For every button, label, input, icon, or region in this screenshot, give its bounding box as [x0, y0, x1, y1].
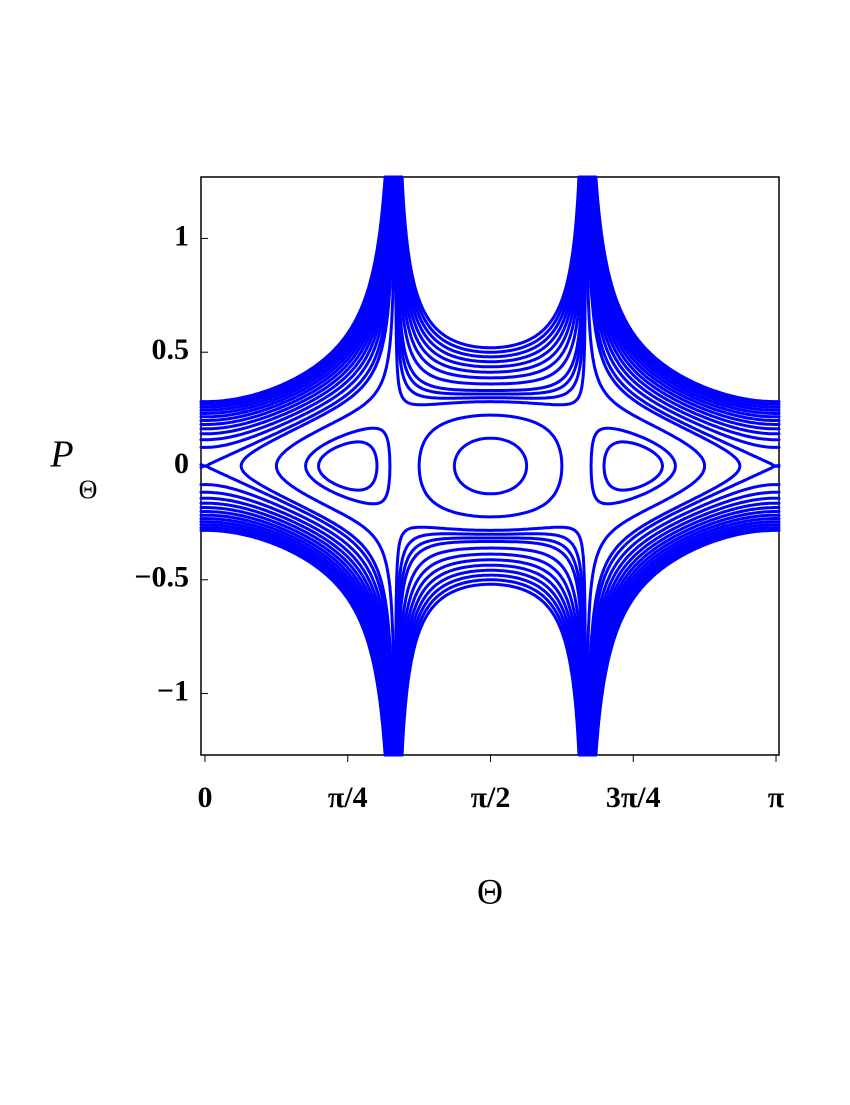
- y-tick-label: −0.5: [134, 561, 189, 594]
- contour-line: [199, 175, 781, 757]
- contour-line: [199, 175, 781, 757]
- contour-line: [274, 175, 707, 757]
- contour-line: [199, 175, 781, 757]
- x-tick-label: π/4: [328, 781, 368, 814]
- contour-line: [400, 175, 581, 757]
- contour-line: [397, 175, 584, 757]
- contour-line: [199, 175, 781, 757]
- contour-line: [199, 175, 781, 757]
- contour-line: [317, 175, 664, 757]
- x-axis-label: Θ: [477, 871, 503, 911]
- contour-line: [397, 175, 584, 757]
- y-tick-label: 0: [174, 447, 189, 480]
- contour-line: [396, 175, 585, 757]
- contour-line: [399, 175, 582, 757]
- contour-line: [199, 175, 781, 757]
- contour-line: [399, 175, 582, 757]
- x-tick-label: π: [768, 781, 785, 814]
- contour-line: [395, 175, 586, 757]
- contour-line: [239, 175, 742, 757]
- y-tick-label: 0.5: [152, 333, 190, 366]
- contour-line: [199, 175, 781, 757]
- y-tick-label: 1: [174, 219, 189, 252]
- contour-line: [199, 175, 781, 757]
- contour-line: [199, 175, 781, 757]
- x-tick-label: 3π/4: [606, 781, 661, 814]
- contour-line: [199, 175, 781, 757]
- y-tick-label: −1: [157, 674, 189, 707]
- contour-line: [199, 175, 781, 757]
- contour-line: [394, 175, 587, 757]
- contour-line: [304, 175, 677, 757]
- plot-frame: [200, 176, 780, 756]
- contour-line: [395, 175, 586, 757]
- contour-line: [199, 175, 781, 757]
- y-axis-label: P: [49, 434, 73, 476]
- x-tick-label: π/2: [471, 781, 511, 814]
- y-axis-label-subscript: Θ: [79, 475, 98, 504]
- x-tick-label: 0: [197, 781, 212, 814]
- contour-line: [398, 175, 583, 757]
- contour-line: [199, 175, 781, 757]
